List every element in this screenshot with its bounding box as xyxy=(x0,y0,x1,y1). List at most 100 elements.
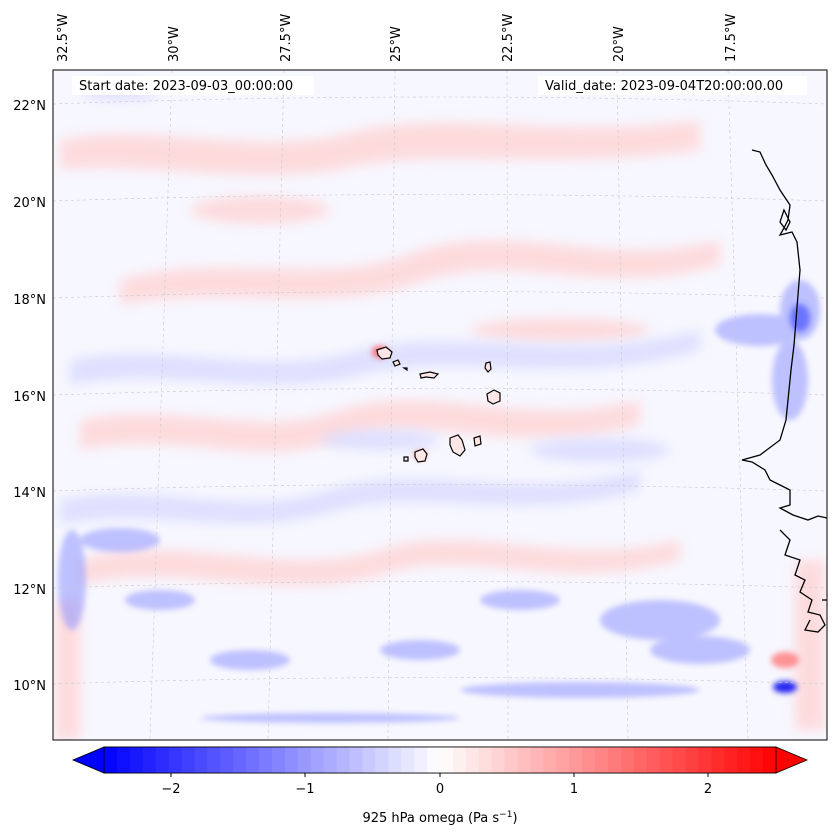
lat-label-12n: 12°N xyxy=(13,583,46,598)
colorbar-step xyxy=(155,747,170,773)
colorbar-step xyxy=(478,747,493,773)
lat-label-10n: 10°N xyxy=(13,679,46,694)
meridian-30w xyxy=(149,70,173,740)
colorbar-step xyxy=(556,747,570,773)
colorbar-step xyxy=(284,747,299,773)
parallel-16n xyxy=(53,388,827,396)
colorbar-step xyxy=(685,747,699,773)
colorbar-step xyxy=(633,747,648,773)
colorbar-step xyxy=(259,747,273,773)
meridian-25w xyxy=(387,70,396,740)
cape-verde-islands xyxy=(376,346,501,463)
colorbar-tick-neg1: −1 xyxy=(295,782,314,797)
start-date-text: Start date: 2023-09-03_00:00:00 xyxy=(79,79,293,94)
colorbar-step xyxy=(750,747,764,773)
colorbar-step xyxy=(595,747,609,773)
lat-label-18n: 18°N xyxy=(13,293,46,308)
island-sao-vicente xyxy=(392,359,401,367)
africa-coastline xyxy=(741,149,827,633)
parallel-14n xyxy=(53,484,827,492)
lat-label-14n: 14°N xyxy=(13,486,46,501)
parallel-10n xyxy=(53,677,827,685)
island-sao-nicolau xyxy=(419,371,440,379)
meridian-27-5w xyxy=(267,70,285,740)
colorbar-step xyxy=(401,747,415,773)
island-fogo xyxy=(414,448,428,463)
parallel-18n xyxy=(53,291,827,299)
colorbar-step xyxy=(207,747,221,773)
lon-label-30w: 30°W xyxy=(167,26,182,62)
colorbar-step xyxy=(504,747,519,773)
meridian-22-5w xyxy=(506,70,509,740)
colorbar-extend-low xyxy=(71,746,105,774)
island-sal xyxy=(484,361,492,373)
colorbar-step xyxy=(465,747,480,773)
colorbar-step xyxy=(659,747,674,773)
colorbar-step xyxy=(349,747,363,773)
colorbar-tick-2: 2 xyxy=(704,782,712,797)
colorbar-step xyxy=(440,747,454,773)
colorbar-step xyxy=(272,747,286,773)
colorbar-step xyxy=(194,747,208,773)
colorbar-step xyxy=(375,747,389,773)
colorbar-step xyxy=(104,747,118,773)
valid-date-text: Valid_date: 2023-09-04T20:00:00.00 xyxy=(545,79,783,94)
colorbar-tick-0: 0 xyxy=(436,782,444,797)
colorbar-label-end: ) xyxy=(512,811,517,826)
colorbar-step xyxy=(491,747,506,773)
colorbar-step xyxy=(569,747,583,773)
lon-label-27-5w: 27.5°W xyxy=(279,14,294,62)
island-santiago xyxy=(449,434,466,457)
lon-label-20w: 20°W xyxy=(612,26,627,62)
colorbar-step xyxy=(233,747,247,773)
colorbar-step xyxy=(672,747,687,773)
colorbar-step xyxy=(711,747,725,773)
meridian-20w xyxy=(616,70,629,740)
colorbar-step xyxy=(142,747,157,773)
plot-area xyxy=(53,70,827,740)
colorbar-step xyxy=(129,747,144,773)
lon-label-32-5w: 32.5°W xyxy=(56,14,71,62)
island-maio xyxy=(473,435,482,447)
colorbar-step xyxy=(737,747,751,773)
meridian-17-5w xyxy=(727,70,749,740)
island-boa-vista xyxy=(486,389,501,405)
colorbar-tick-1: 1 xyxy=(570,782,578,797)
colorbar-step xyxy=(763,747,777,773)
colorbar-label-sup: −1 xyxy=(499,810,512,820)
colorbar-step xyxy=(608,747,622,773)
colorbar-step xyxy=(543,747,557,773)
colorbar-extend-high xyxy=(775,746,809,774)
lon-label-25w: 25°W xyxy=(389,26,404,62)
latitude-labels: 22°N 20°N 18°N 16°N 14°N 12°N 10°N xyxy=(13,99,46,694)
lon-label-17-5w: 17.5°W xyxy=(724,14,739,62)
colorbar-step xyxy=(310,747,325,773)
lat-label-22n: 22°N xyxy=(13,99,46,114)
parallel-20n xyxy=(53,194,827,202)
colorbar-step xyxy=(323,747,338,773)
colorbar-steps xyxy=(103,746,777,774)
start-date-annotation: Start date: 2023-09-03_00:00:00 xyxy=(72,76,314,95)
longitude-labels: 32.5°W 30°W 27.5°W 25°W 22.5°W 20°W 17.5… xyxy=(56,14,739,62)
colorbar-label-main: 925 hPa omega (Pa s xyxy=(362,811,499,826)
island-santo-antao xyxy=(376,346,393,360)
colorbar: −2 −1 0 1 2 925 hPa omega (Pa s−1) xyxy=(71,746,809,826)
colorbar-step xyxy=(362,747,376,773)
lon-label-22-5w: 22.5°W xyxy=(501,14,516,62)
colorbar-step xyxy=(336,747,351,773)
colorbar-step xyxy=(620,747,635,773)
colorbar-step xyxy=(582,747,596,773)
meridian-32-5w xyxy=(53,70,54,111)
colorbar-step xyxy=(452,747,467,773)
colorbar-step xyxy=(297,747,312,773)
colorbar-step xyxy=(517,747,531,773)
lat-label-20n: 20°N xyxy=(13,196,46,211)
colorbar-step xyxy=(724,747,738,773)
colorbar-tick-neg2: −2 xyxy=(161,782,180,797)
colorbar-ticks xyxy=(170,773,709,777)
colorbar-step xyxy=(427,747,441,773)
colorbar-step xyxy=(116,747,131,773)
valid-date-annotation: Valid_date: 2023-09-04T20:00:00.00 xyxy=(538,76,807,95)
field-red-features xyxy=(55,120,825,740)
